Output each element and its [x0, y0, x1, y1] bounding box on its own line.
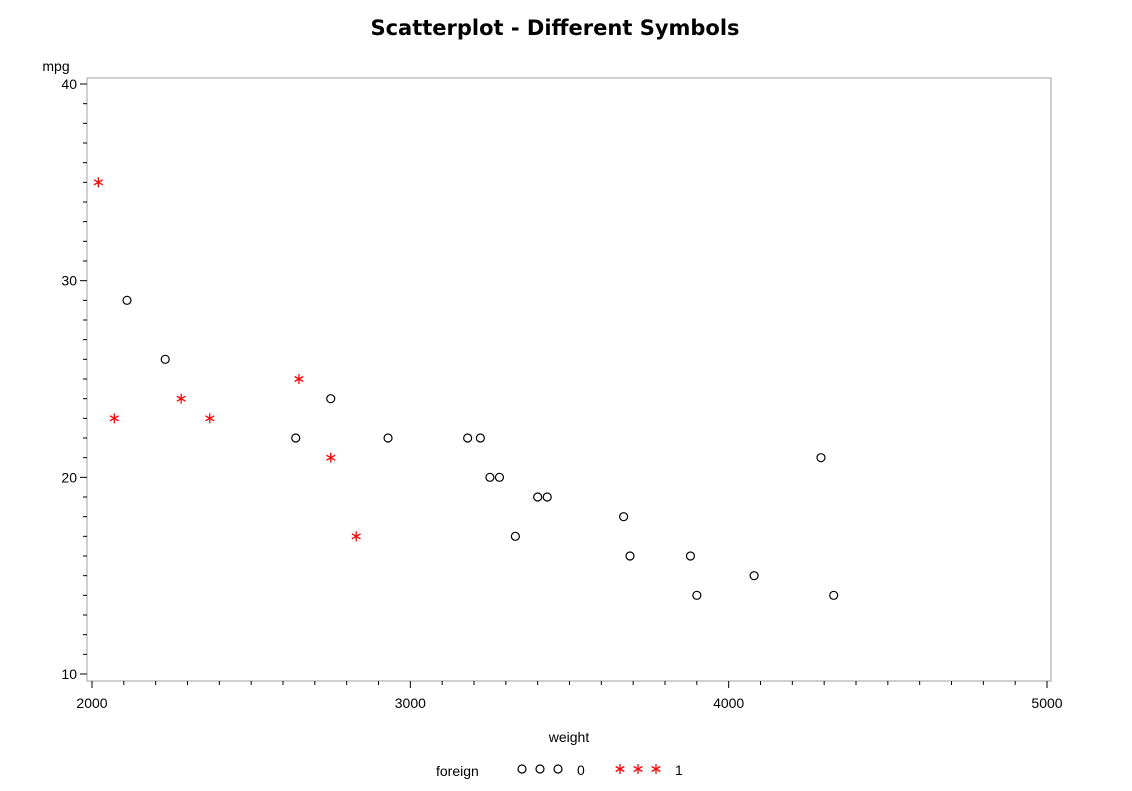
plot-frame: [86, 77, 1052, 682]
data-point-circle: [494, 472, 505, 482]
data-point-asterisk: [176, 393, 186, 404]
data-point-circle: [160, 354, 170, 364]
legend-symbol-asterisk: [615, 764, 625, 774]
y-axis-label: mpg: [42, 58, 69, 74]
data-point-asterisk: [93, 177, 104, 188]
y-axis: 10 20 30 40: [61, 76, 87, 682]
data-point-circle: [692, 590, 702, 600]
data-point-circle: [122, 295, 132, 305]
legend-title: foreign: [436, 763, 479, 779]
legend-symbol-circle: [535, 764, 545, 774]
data-point-circle: [383, 433, 393, 443]
data-point-circle: [291, 433, 301, 443]
data-point-asterisk: [205, 413, 215, 424]
x-axis-label: weight: [548, 729, 590, 745]
legend: foreign 0 1: [436, 762, 683, 779]
legend-symbol-asterisk: [633, 764, 643, 774]
legend-entry-label: 1: [675, 762, 683, 778]
x-axis: 2000 3000 4000 5000: [76, 681, 1063, 711]
y-tick-label: 40: [61, 76, 77, 92]
legend-symbol-circle: [517, 764, 527, 774]
data-point-circle: [533, 492, 543, 502]
data-point-circle: [475, 433, 485, 443]
y-tick-label: 10: [61, 666, 77, 682]
data-point-circle: [510, 531, 520, 541]
data-point-circle: [485, 472, 495, 482]
x-tick-label: 2000: [76, 695, 107, 711]
x-tick-label: 3000: [395, 695, 426, 711]
data-point-asterisk: [351, 531, 361, 542]
data-point-circle: [326, 394, 336, 404]
x-tick-label: 5000: [1031, 695, 1062, 711]
x-tick-label: 4000: [713, 695, 744, 711]
y-tick-label: 30: [61, 273, 77, 289]
data-point-circle: [542, 492, 552, 502]
data-point-asterisk: [326, 452, 336, 463]
data-point-circle: [625, 551, 635, 561]
data-point-circle: [685, 551, 696, 561]
data-point-asterisk: [294, 374, 304, 384]
data-point-circle: [463, 433, 473, 443]
y-tick-label: 20: [61, 469, 77, 485]
legend-symbol-asterisk: [651, 764, 661, 774]
legend-entry-label: 0: [577, 762, 585, 778]
data-points: [93, 177, 839, 600]
data-point-circle: [619, 512, 629, 522]
data-point-circle: [749, 571, 759, 581]
data-point-circle: [816, 453, 826, 463]
data-point-asterisk: [109, 413, 119, 424]
data-point-circle: [829, 590, 839, 600]
chart-title: Scatterplot - Different Symbols: [370, 16, 739, 40]
legend-symbol-circle: [553, 764, 563, 774]
